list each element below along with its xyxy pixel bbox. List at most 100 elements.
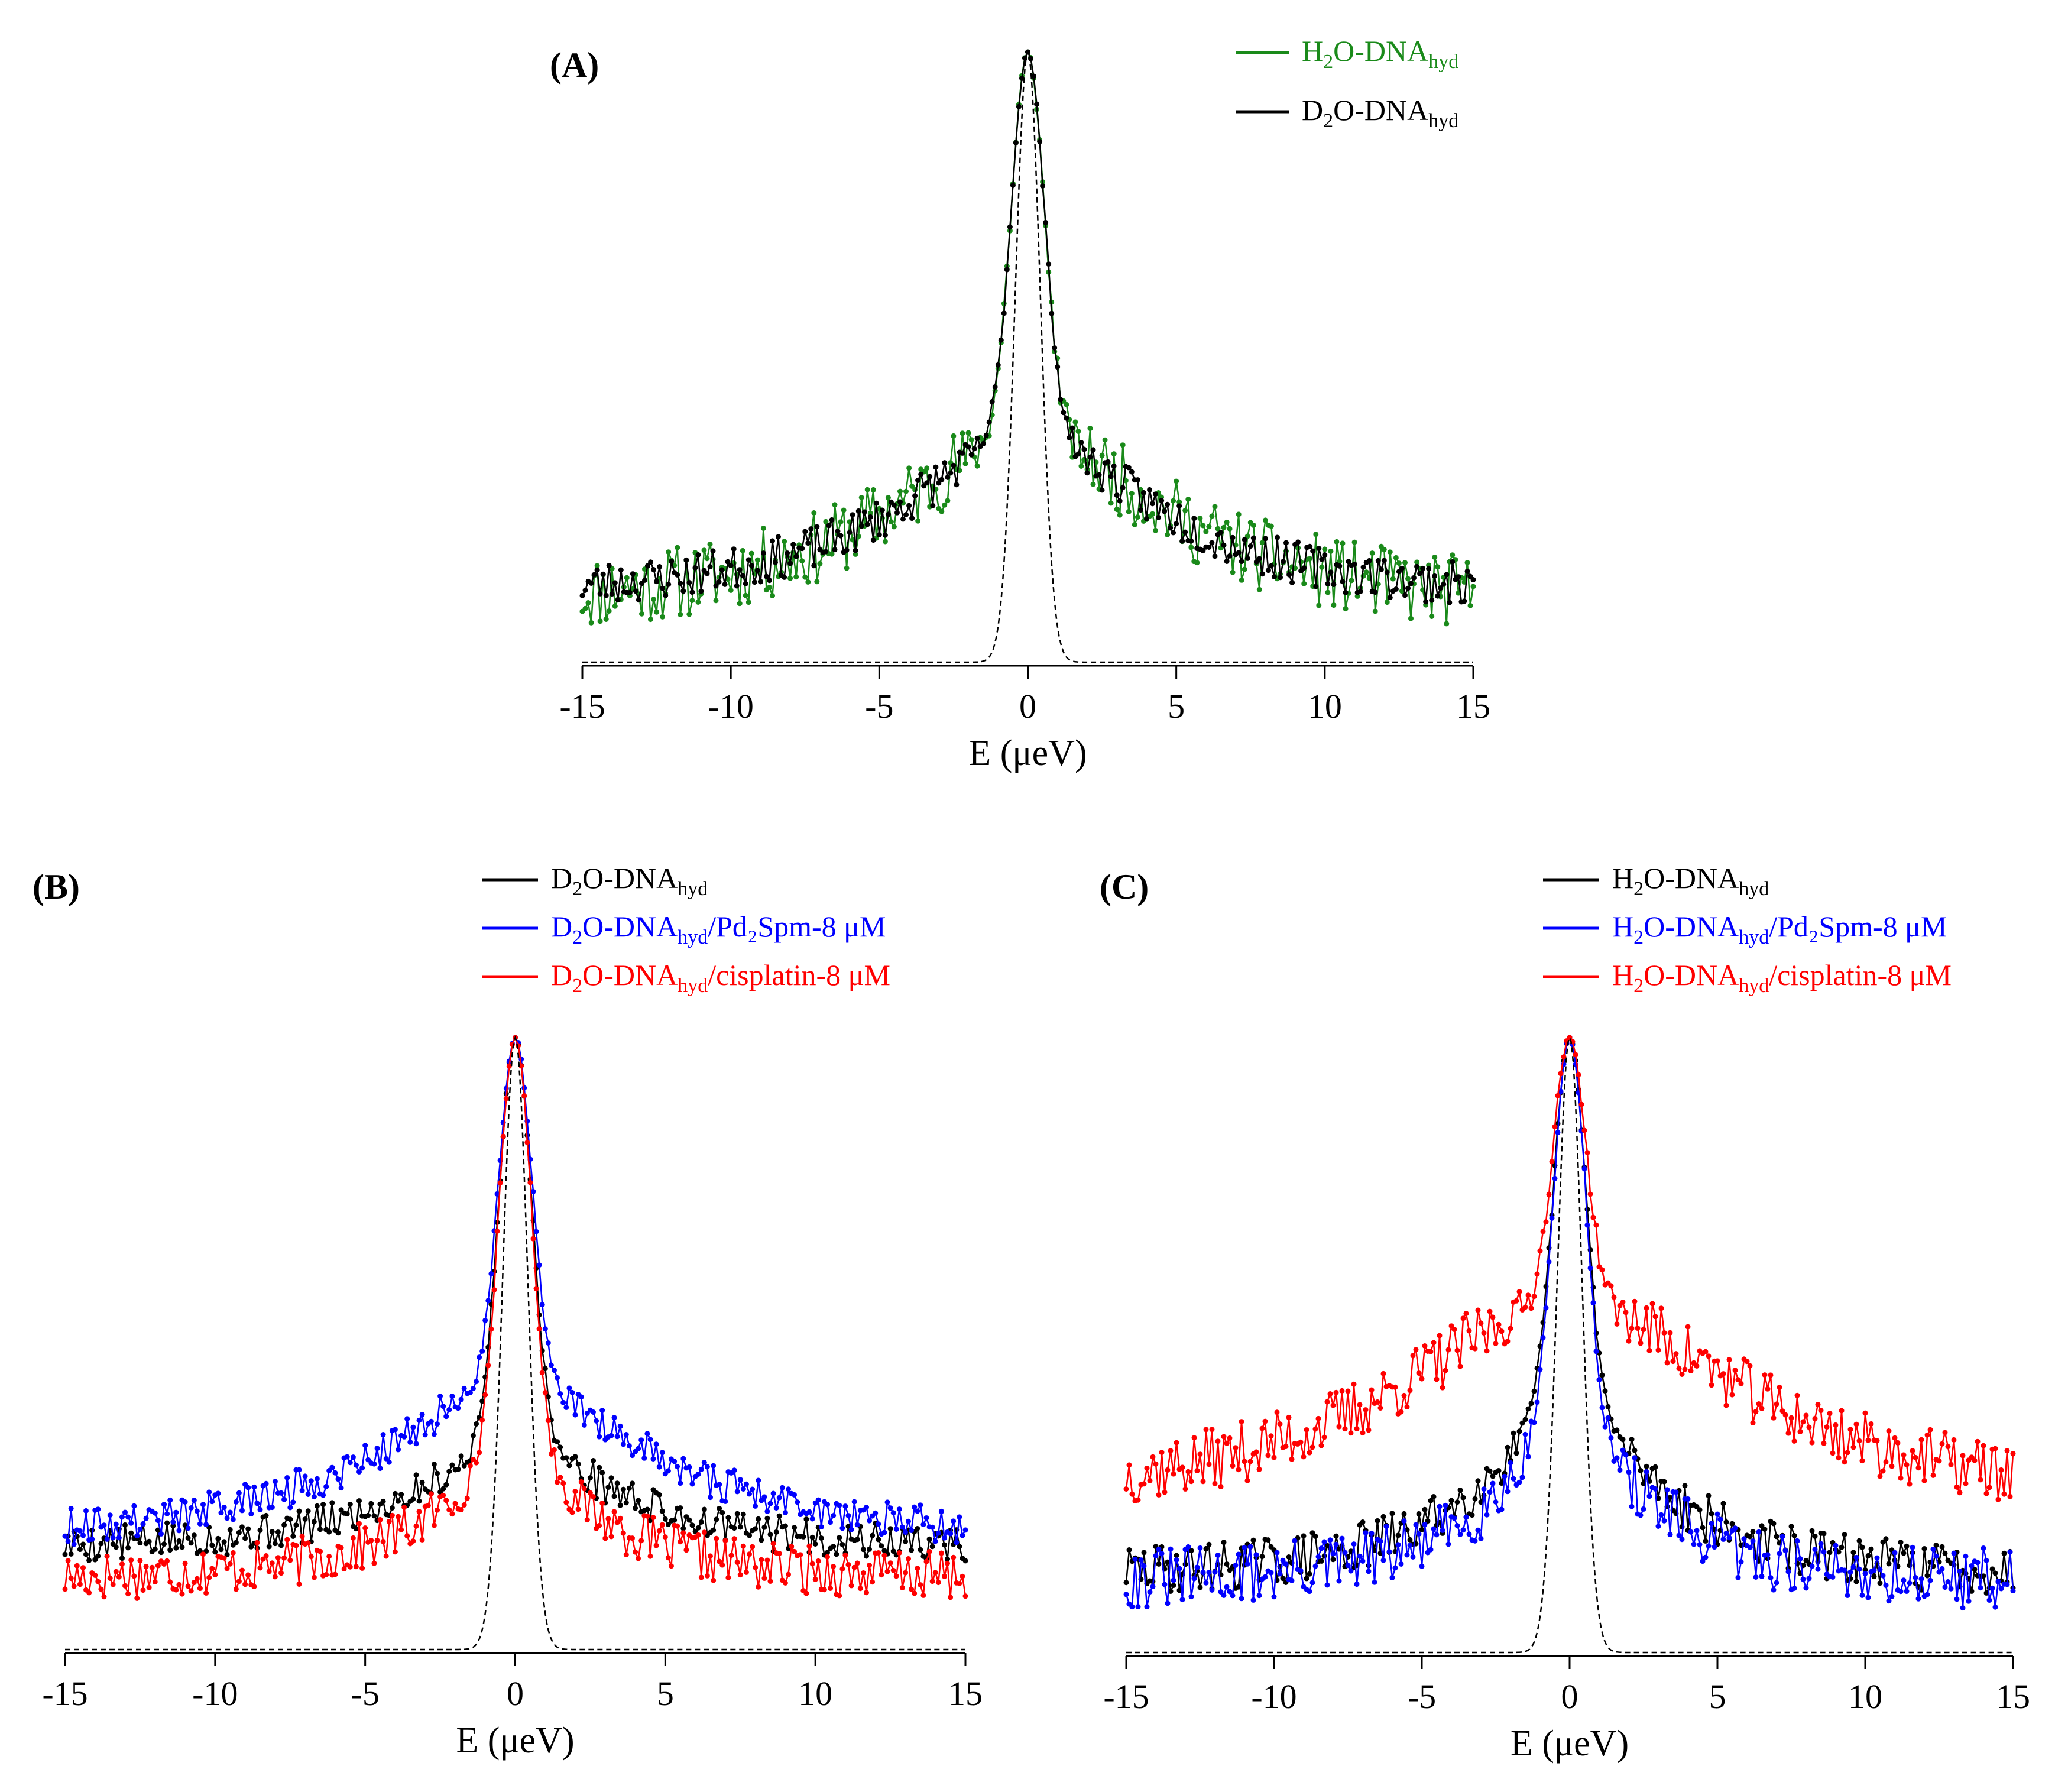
data-point xyxy=(1392,1384,1398,1390)
data-point xyxy=(435,1421,440,1427)
data-point xyxy=(1307,1589,1312,1595)
data-point xyxy=(1369,1530,1375,1536)
data-point xyxy=(759,1557,764,1563)
data-point xyxy=(1398,1561,1404,1567)
data-point xyxy=(1141,1481,1147,1487)
data-point xyxy=(1283,1561,1289,1567)
data-point xyxy=(461,1385,467,1391)
data-point xyxy=(867,514,873,520)
data-point xyxy=(1747,1544,1753,1550)
data-point xyxy=(1806,1576,1812,1582)
data-point xyxy=(191,1580,197,1586)
data-point xyxy=(899,1585,905,1590)
data-point xyxy=(1632,1455,1638,1461)
data-point xyxy=(600,571,606,577)
data-point xyxy=(431,1462,437,1467)
data-point xyxy=(1762,1527,1768,1532)
data-point xyxy=(518,1063,524,1069)
data-point xyxy=(1283,1444,1289,1450)
data-point xyxy=(882,532,888,538)
data-point xyxy=(1833,1543,1839,1548)
data-point xyxy=(1398,1409,1404,1415)
data-point xyxy=(962,1593,968,1599)
data-point xyxy=(503,1096,509,1101)
data-point xyxy=(239,1567,245,1573)
x-axis-label: E (μeV) xyxy=(1511,1723,1629,1764)
data-point xyxy=(443,1482,449,1488)
data-point xyxy=(1239,577,1244,583)
data-point xyxy=(221,1505,227,1511)
data-point xyxy=(1735,1377,1741,1383)
data-point xyxy=(377,1516,383,1522)
data-point xyxy=(825,1502,830,1508)
data-point xyxy=(893,1527,899,1532)
data-point xyxy=(793,574,799,580)
data-point xyxy=(1676,1532,1682,1538)
data-point xyxy=(1099,452,1105,458)
data-point xyxy=(1417,571,1423,576)
data-point xyxy=(918,471,924,477)
data-point xyxy=(569,1389,575,1395)
data-point xyxy=(773,559,778,565)
data-point xyxy=(864,1590,869,1596)
panel-a: -15 -10 -5 0 5 10 15E (μeV)(A) H2O-DNAhydD2O-DN… xyxy=(550,34,1490,773)
data-point xyxy=(1150,1584,1156,1590)
data-point xyxy=(818,1535,824,1541)
data-point xyxy=(272,1479,278,1485)
data-point xyxy=(371,1461,377,1467)
data-point xyxy=(1623,1451,1629,1457)
data-point xyxy=(787,575,793,581)
data-point xyxy=(191,1532,197,1538)
data-point xyxy=(1147,1589,1153,1595)
data-point xyxy=(179,1591,185,1597)
data-point xyxy=(1652,1314,1658,1320)
data-point xyxy=(296,1467,302,1473)
x-tick-label: 5 xyxy=(1168,687,1185,725)
data-point xyxy=(1830,1450,1836,1456)
data-point xyxy=(170,1523,176,1529)
data-point xyxy=(767,1501,773,1506)
data-point xyxy=(651,597,657,602)
data-point xyxy=(594,567,600,573)
data-point xyxy=(761,1576,767,1581)
data-point xyxy=(1114,507,1120,513)
data-point xyxy=(648,617,653,623)
data-point xyxy=(799,546,805,552)
data-point xyxy=(1040,183,1046,189)
data-point xyxy=(1256,1593,1262,1599)
data-point xyxy=(1197,516,1203,521)
data-point xyxy=(110,1535,116,1541)
data-point xyxy=(654,609,660,615)
data-point xyxy=(104,1536,110,1542)
data-point xyxy=(1250,1597,1256,1603)
data-point xyxy=(1162,1489,1168,1495)
data-point xyxy=(1443,1368,1448,1373)
data-point xyxy=(1390,576,1396,582)
data-point xyxy=(224,1566,230,1571)
x-tick-label: -5 xyxy=(865,687,893,725)
data-point xyxy=(591,1458,596,1463)
data-point xyxy=(1343,589,1349,595)
data-point xyxy=(1777,1551,1782,1556)
data-point xyxy=(1469,1512,1475,1518)
data-point xyxy=(77,1582,83,1587)
data-point xyxy=(1901,1550,1907,1556)
data-point xyxy=(416,1498,422,1504)
data-point xyxy=(695,600,701,605)
data-point xyxy=(203,1522,209,1528)
data-point xyxy=(1667,1330,1673,1336)
data-point xyxy=(1259,1554,1265,1560)
data-point xyxy=(737,567,743,573)
data-point xyxy=(853,551,858,557)
data-point xyxy=(1567,1035,1573,1041)
data-point xyxy=(71,1583,77,1589)
data-point xyxy=(829,517,835,523)
data-point xyxy=(1445,1541,1451,1547)
data-point xyxy=(717,1505,722,1511)
data-point xyxy=(1983,1490,1989,1496)
data-point xyxy=(188,1588,194,1594)
data-point xyxy=(1144,1603,1150,1609)
data-point xyxy=(362,1525,368,1531)
data-point xyxy=(350,1454,356,1460)
data-point xyxy=(1135,1497,1141,1503)
